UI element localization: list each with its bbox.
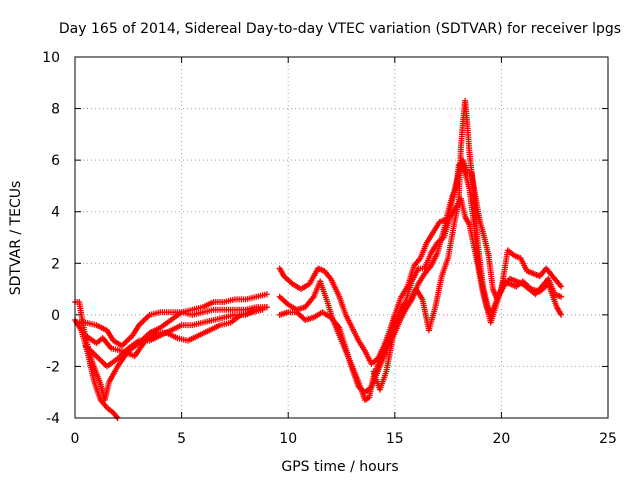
series-arc-8 <box>276 97 565 396</box>
y-tick-label: 2 <box>51 256 60 272</box>
y-tick-label: 0 <box>51 308 60 324</box>
series-arc-2 <box>72 291 270 403</box>
y-tick-label: 4 <box>51 205 60 221</box>
y-tick-label: -2 <box>46 359 60 375</box>
y-tick-label: 10 <box>42 50 60 66</box>
plot-frame <box>74 56 609 419</box>
x-axis-label: GPS time / hours <box>281 459 398 475</box>
grid <box>75 57 608 418</box>
axis-ticks <box>74 56 609 419</box>
x-tick-label: 25 <box>599 431 617 447</box>
data-point <box>558 311 565 318</box>
y-tick-label: 8 <box>51 102 60 118</box>
y-tick-label: -4 <box>46 411 60 427</box>
data-points <box>72 97 565 421</box>
data-point <box>263 304 270 311</box>
x-tick-label: 20 <box>492 431 510 447</box>
data-point <box>485 306 492 313</box>
data-point <box>558 283 565 290</box>
data-point <box>558 293 565 300</box>
series-arc-6 <box>276 157 565 367</box>
data-point <box>259 306 266 313</box>
x-tick-label: 10 <box>279 431 297 447</box>
y-tick-label: 6 <box>51 153 60 169</box>
chart-title: Day 165 of 2014, Sidereal Day-to-day VTE… <box>59 21 621 37</box>
data-point <box>263 291 270 298</box>
data-point <box>113 413 120 420</box>
series-arc-5 <box>82 306 266 360</box>
y-tick-labels: -4 -2 0 2 4 6 8 10 <box>42 50 60 427</box>
y-axis-label: SDTVAR / TECUs <box>8 181 24 296</box>
series-arc-9 <box>370 162 492 393</box>
x-tick-label: 15 <box>386 431 404 447</box>
x-tick-labels: 0 5 10 15 20 25 <box>71 431 617 447</box>
x-tick-label: 0 <box>71 431 80 447</box>
x-tick-label: 5 <box>177 431 186 447</box>
